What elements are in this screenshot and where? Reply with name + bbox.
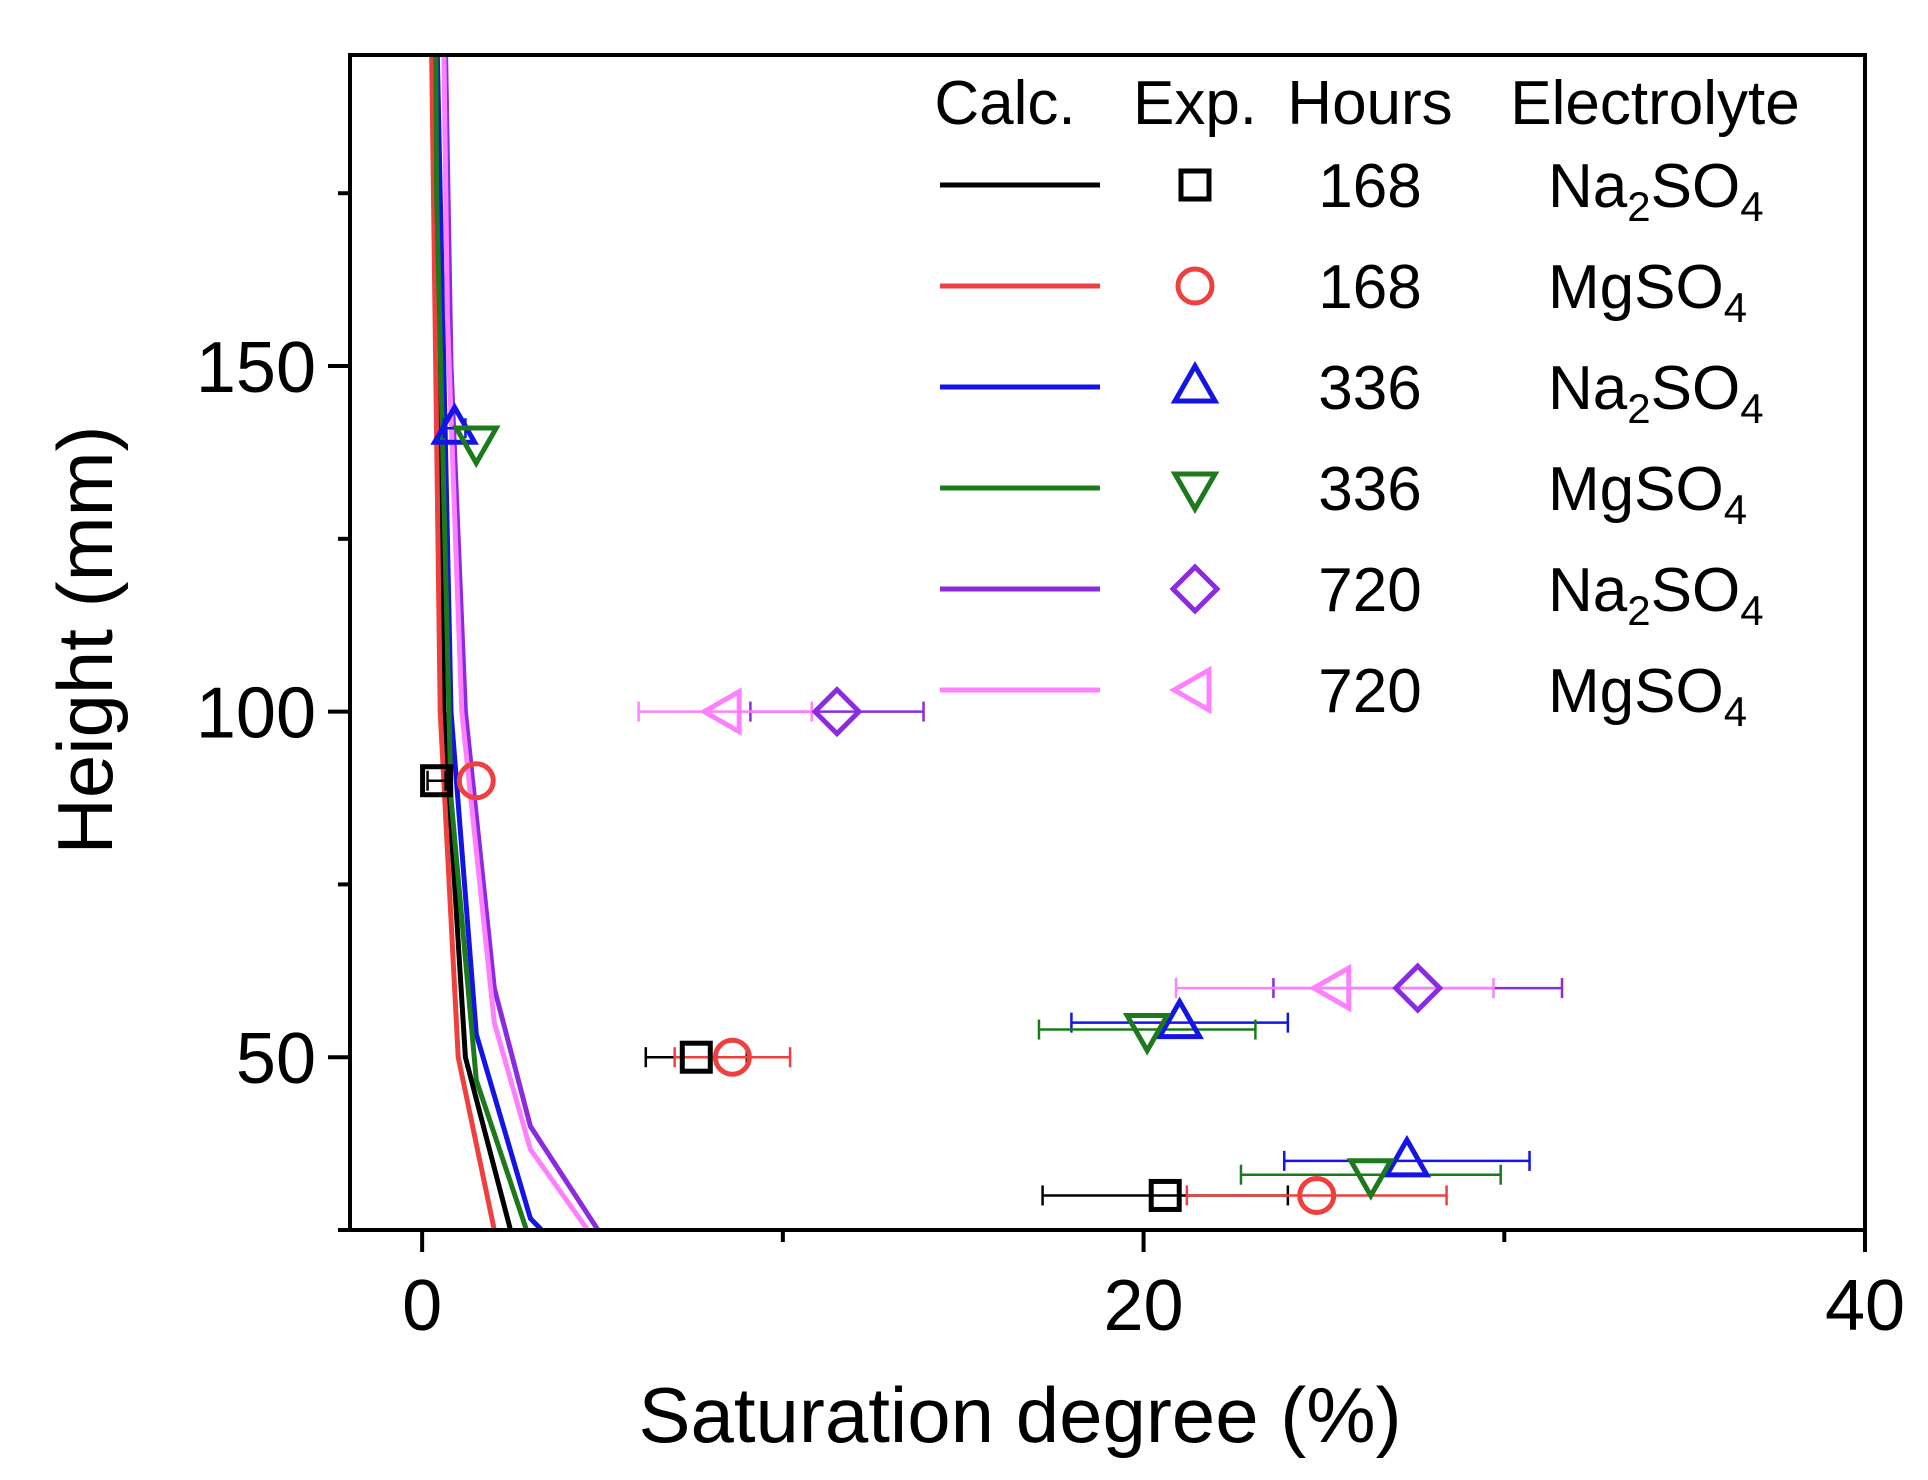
plot-frame xyxy=(348,53,1867,1232)
point-336-na2so4-0 xyxy=(430,402,479,445)
legend-electrolyte-720-na2so4: Na2SO4 xyxy=(1548,556,1764,634)
legend-header-calc: Calc. xyxy=(934,69,1075,138)
point-720-mgso4-0 xyxy=(699,687,742,736)
y-tick-label: 150 xyxy=(196,328,316,408)
legend-electrolyte-168-na2so4: Na2SO4 xyxy=(1548,152,1764,230)
legend-hours-720-mgso4: 720 xyxy=(1318,657,1421,726)
legend-marker-168-mgso4 xyxy=(1175,266,1215,306)
y-axis-title: Height (mm) xyxy=(41,425,129,854)
experimental-points xyxy=(420,402,1444,1215)
legend-marker-720-na2so4 xyxy=(1169,563,1221,615)
calculated-curves xyxy=(429,55,601,1230)
x-axis-title: Saturation degree (%) xyxy=(638,1371,1401,1459)
legend-electrolyte-720-mgso4: MgSO4 xyxy=(1548,657,1747,735)
legend-header-electrolyte: Electrolyte xyxy=(1510,69,1799,138)
legend: Calc. Exp. Hours Electrolyte 168 Na2SO4 168 MgS… xyxy=(934,69,1799,735)
point-336-mgso4-0 xyxy=(451,425,501,469)
point-720-na2so4-1 xyxy=(1392,962,1444,1014)
legend-marker-720-mgso4 xyxy=(1168,665,1212,715)
y-tick-label: 100 xyxy=(196,674,316,754)
point-336-mgso4-1 xyxy=(1122,1013,1172,1056)
point-720-mgso4-1 xyxy=(1308,963,1352,1013)
legend-hours-336-na2so4: 336 xyxy=(1318,354,1421,423)
x-tick-label: 20 xyxy=(1104,1266,1184,1346)
curve-168-mgso4 xyxy=(429,55,498,1230)
point-720-na2so4-0 xyxy=(811,686,863,738)
legend-hours-168-na2so4: 168 xyxy=(1318,152,1421,221)
point-168-mgso4-0 xyxy=(456,761,496,801)
point-336-mgso4-2 xyxy=(1346,1158,1396,1201)
legend-electrolyte-168-mgso4: MgSO4 xyxy=(1548,253,1747,331)
point-336-na2so4-1 xyxy=(1155,996,1204,1040)
point-168-na2so4-1 xyxy=(679,1040,713,1074)
legend-marker-336-na2so4 xyxy=(1170,360,1220,404)
legend-marker-336-mgso4 xyxy=(1170,471,1220,515)
x-tick-label: 40 xyxy=(1825,1266,1905,1346)
point-168-mgso4-2 xyxy=(1297,1175,1337,1215)
legend-electrolyte-336-mgso4: MgSO4 xyxy=(1548,455,1747,533)
x-axis-ticks: 0 20 40 xyxy=(402,1230,1905,1346)
y-tick-label: 50 xyxy=(236,1019,316,1099)
legend-electrolyte-336-na2so4: Na2SO4 xyxy=(1548,354,1764,432)
x-tick-label: 0 xyxy=(402,1266,442,1346)
y-axis-ticks: 50 100 150 xyxy=(196,191,350,1232)
point-336-na2so4-2 xyxy=(1382,1134,1432,1178)
point-168-na2so4-0 xyxy=(420,764,454,798)
error-bars xyxy=(426,418,1564,1206)
legend-hours-720-na2so4: 720 xyxy=(1318,556,1421,625)
curve-336-na2so4 xyxy=(434,55,546,1230)
legend-header-hours: Hours xyxy=(1287,69,1452,138)
legend-marker-168-na2so4 xyxy=(1178,168,1212,202)
legend-header-exp: Exp. xyxy=(1133,69,1257,138)
point-168-na2so4-2 xyxy=(1148,1178,1182,1212)
point-168-mgso4-1 xyxy=(712,1037,752,1077)
legend-hours-336-mgso4: 336 xyxy=(1318,455,1421,524)
legend-hours-168-mgso4: 168 xyxy=(1318,253,1421,322)
